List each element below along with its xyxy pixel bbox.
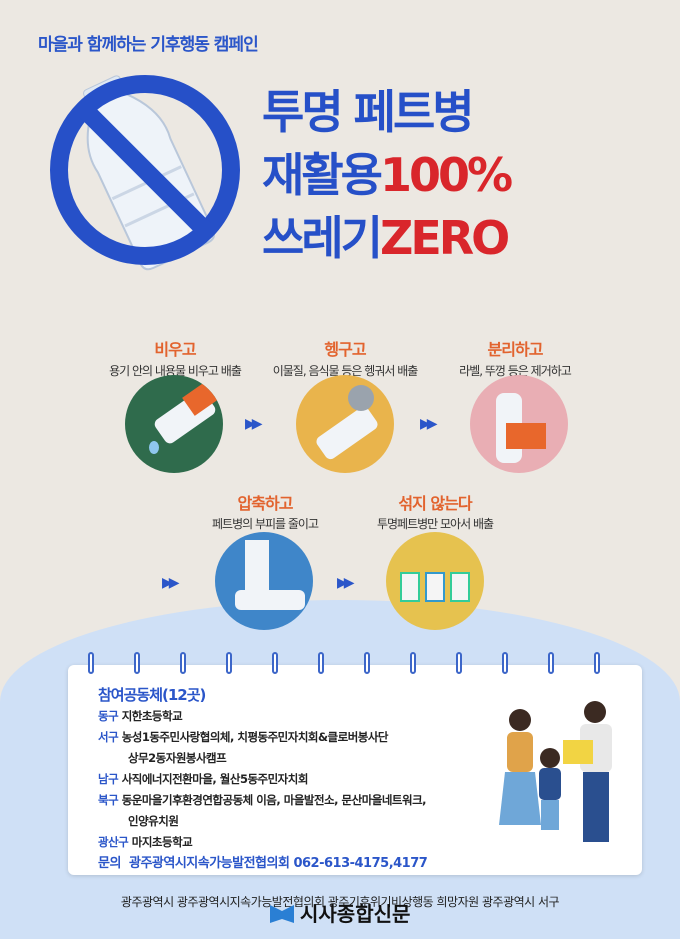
step-title: 압축하고 [237,494,294,513]
headline-1: 투명 페트병 [262,85,475,139]
contact-label: 문의 [98,856,121,871]
step-desc: 페트병의 부피를 줄이고 [211,517,319,531]
participant-row: 상무2동자원봉사캠프 [98,748,478,769]
notebook-ring [226,652,232,674]
notebook-ring [410,652,416,674]
participant-row: 광산구 마지초등학교 [98,832,478,853]
notebook-ring [548,652,554,674]
organizations: 사직에너지전환마을, 월산5동주민자치회 [121,772,309,786]
campaign-title: 마을과 함께하는 기후행동 캠페인 [38,35,259,55]
participants-list: 동구 지한초등학교 서구 농성1동주민사랑협의체, 치평동주민자치회&클로버봉사단… [98,706,478,874]
sponsors: 광주광역시 광주광역시지속가능발전협의회 광주기후위기비상행동 희망자원 광주광… [120,895,560,909]
notebook-ring [594,652,600,674]
notebook-ring [272,652,278,674]
notebook-ring [88,652,94,674]
step-desc: 라벨, 뚜껑 등은 제거하고 [459,364,572,378]
step-title: 섞지 않는다 [398,494,472,513]
notebook-ring [456,652,462,674]
district: 남구 [98,772,119,786]
notebook-ring [134,652,140,674]
next-arrow-icon: ▶▶ [245,416,262,432]
organizations: 마지초등학교 [131,835,193,849]
organizations: 지한초등학교 [121,709,183,723]
organizations: 동운마을기후환경연합공동체 이음, 마을발전소, 문산마을네트워크, [121,793,427,807]
next-arrow-icon: ▶▶ [337,575,354,591]
next-arrow-icon: ▶▶ [420,416,437,432]
notebook-ring [364,652,370,674]
recycle-bins-illustration [386,532,484,630]
family-illustration [499,701,612,842]
headline-2: 재활용100% [262,148,513,202]
headline-3: 쓰레기ZERO [262,211,510,265]
step-title: 헹구고 [324,340,366,359]
district: 북구 [98,793,119,807]
participant-row: 인양유치원 [98,811,478,832]
contact-row: 문의 광주광역시지속가능발전협의회 062-613-4175,4177 [98,853,478,874]
participant-row: 남구 사직에너지전환마을, 월산5동주민자치회 [98,769,478,790]
step-desc: 용기 안의 내용물 비우고 배출 [109,364,242,378]
newspaper-logo-icon [270,904,294,923]
organizations: 농성1동주민사랑협의체, 치평동주민자치회&클로버봉사단 [121,730,389,744]
organizations: 인양유치원 [128,814,179,828]
participant-row: 동구 지한초등학교 [98,706,478,727]
rinse-bottle-illustration [296,375,394,473]
notebook-ring [502,652,508,674]
next-arrow-icon: ▶▶ [162,575,179,591]
participants-title: 참여공동체(12곳) [98,686,206,704]
no-bottle-icon [50,75,240,271]
organizations: 상무2동자원봉사캠프 [128,751,227,765]
step-desc: 이물질, 음식물 등은 헹궈서 배출 [272,364,419,378]
district: 광산구 [98,835,129,849]
step-title: 분리하고 [487,340,544,359]
district: 서구 [98,730,119,744]
notebook-ring [318,652,324,674]
district: 동구 [98,709,119,723]
contact-info: 광주광역시지속가능발전협의회 062-613-4175,4177 [128,856,428,871]
participant-rows: 동구 지한초등학교 서구 농성1동주민사랑협의체, 치평동주민자치회&클로버봉사단… [98,706,478,853]
separate-label-illustration [470,375,568,473]
newspaper-watermark: 시사종합신문 [268,898,410,927]
participant-row: 북구 동운마을기후환경연합공동체 이음, 마을발전소, 문산마을네트워크, [98,790,478,811]
step-title: 비우고 [154,340,196,359]
empty-bottle-illustration [125,375,223,473]
participant-row: 서구 농성1동주민사랑협의체, 치평동주민자치회&클로버봉사단 [98,727,478,748]
notebook-ring [180,652,186,674]
compress-bottle-illustration [215,532,313,630]
step-desc: 투명페트병만 모아서 배출 [376,517,494,531]
